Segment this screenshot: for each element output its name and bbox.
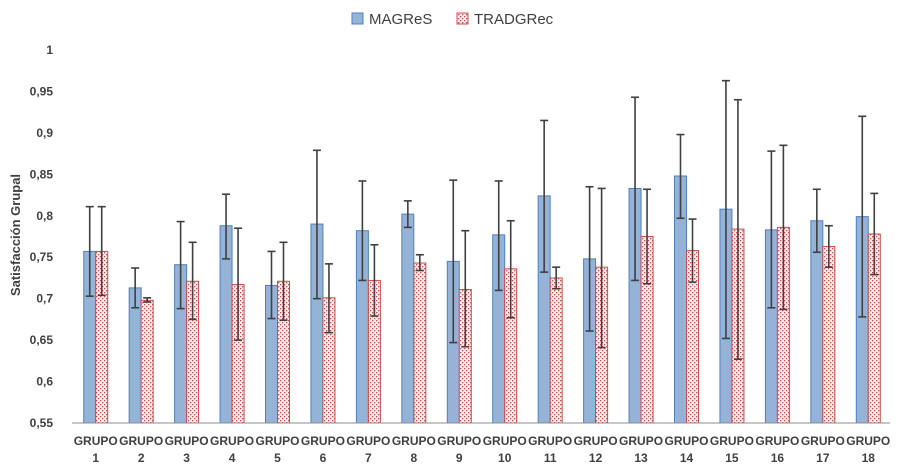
x-tick-label-number: 14 — [680, 451, 694, 465]
x-tick-label-number: 17 — [816, 451, 830, 465]
legend-label-tradgrec: TRADGRec — [474, 11, 554, 28]
x-tick-label: GRUPO — [846, 434, 890, 448]
bar-magres — [401, 213, 415, 424]
x-tick-label-number: 10 — [498, 451, 512, 465]
x-tick-label: GRUPO — [210, 434, 254, 448]
y-tick-label: 0,85 — [30, 167, 54, 181]
y-tick-label: 0,95 — [30, 84, 54, 98]
error-bars — [85, 79, 879, 360]
x-axis-labels: GRUPO 1 GRUPO 2 GRUPO 3 GRUPO 4 GRUPO 5 GRUPO 6 GRUP… — [74, 434, 891, 465]
legend-label-magres: MAGReS — [369, 11, 432, 28]
y-axis-title-group: Satisfacción Grupal — [8, 174, 23, 296]
x-tick-label: GRUPO — [528, 434, 572, 448]
x-tick-label-number: 3 — [183, 451, 190, 465]
legend-swatch-magres — [351, 12, 364, 25]
y-axis-title: Satisfacción Grupal — [8, 174, 23, 296]
x-tick-label-number: 13 — [634, 451, 648, 465]
bar-tradgrec — [822, 245, 836, 424]
x-tick-label-number: 6 — [320, 451, 327, 465]
x-tick-label: GRUPO — [119, 434, 163, 448]
y-tick-label: 0,55 — [30, 416, 54, 430]
x-tick-label: GRUPO — [346, 434, 390, 448]
legend-swatch-tradgrec — [456, 12, 469, 25]
y-tick-label: 0,8 — [36, 209, 53, 223]
x-tick-label-number: 8 — [410, 451, 417, 465]
x-tick-label-number: 2 — [138, 451, 145, 465]
x-tick-label-number: 1 — [92, 451, 99, 465]
x-tick-label-number: 12 — [589, 451, 603, 465]
x-tick-label: GRUPO — [255, 434, 299, 448]
y-tick-label: 0,6 — [36, 375, 53, 389]
x-tick-label-number: 7 — [365, 451, 372, 465]
bar-tradgrec — [549, 277, 563, 424]
x-tick-label: GRUPO — [664, 434, 708, 448]
x-tick-label: GRUPO — [801, 434, 845, 448]
x-tick-label-number: 15 — [725, 451, 739, 465]
y-tick-label: 0,7 — [36, 292, 53, 306]
x-tick-label: GRUPO — [755, 434, 799, 448]
bar-tradgrec — [140, 299, 154, 424]
y-axis-ticks: 0,55 0,6 0,65 0,7 0,75 0,8 0,85 0,9 0,95 1 — [30, 43, 54, 430]
bar-tradgrec — [413, 262, 427, 424]
y-tick-label: 1 — [46, 43, 53, 57]
x-tick-label-number: 11 — [544, 451, 557, 465]
y-tick-label: 0,65 — [30, 333, 54, 347]
y-tick-label: 0,9 — [36, 126, 53, 140]
x-tick-label: GRUPO — [74, 434, 118, 448]
x-tick-label: GRUPO — [437, 434, 481, 448]
bars — [83, 175, 881, 424]
x-tick-label-number: 18 — [862, 451, 876, 465]
x-tick-label: GRUPO — [710, 434, 754, 448]
x-tick-label: GRUPO — [301, 434, 345, 448]
x-tick-label-number: 4 — [229, 451, 236, 465]
x-tick-label-number: 16 — [771, 451, 785, 465]
x-tick-label: GRUPO — [574, 434, 618, 448]
x-tick-label: GRUPO — [392, 434, 436, 448]
x-tick-label: GRUPO — [483, 434, 527, 448]
x-tick-label: GRUPO — [619, 434, 663, 448]
y-tick-label: 0,75 — [30, 250, 54, 264]
legend: MAGReS TRADGRec — [351, 11, 554, 28]
x-tick-label-number: 9 — [456, 451, 463, 465]
x-tick-label: GRUPO — [165, 434, 209, 448]
x-tick-label-number: 5 — [274, 451, 281, 465]
